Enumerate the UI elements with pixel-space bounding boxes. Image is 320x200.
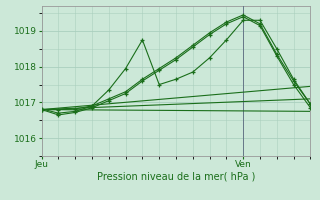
X-axis label: Pression niveau de la mer( hPa ): Pression niveau de la mer( hPa )	[97, 172, 255, 182]
